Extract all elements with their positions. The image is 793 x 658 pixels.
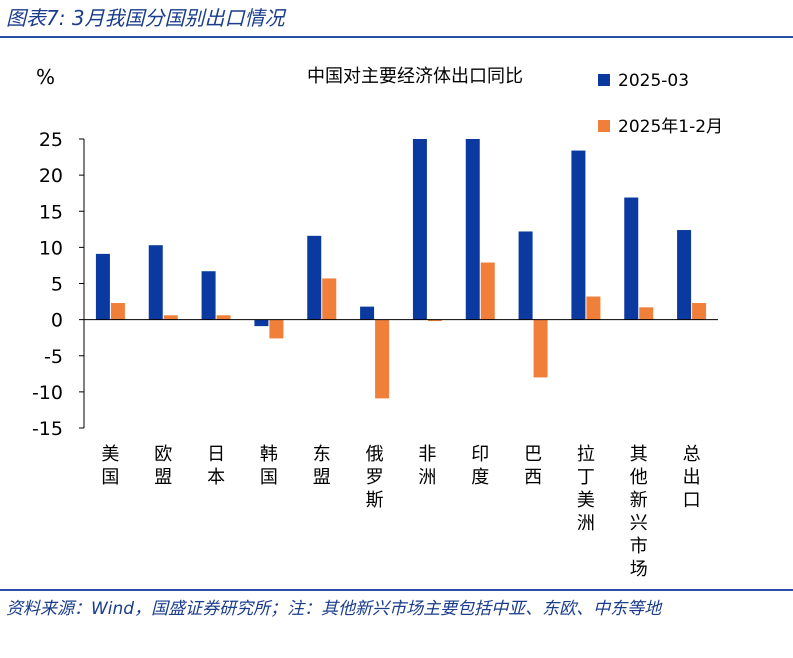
y-tick-label: 0 <box>51 310 63 332</box>
bar-series-2-10 <box>639 307 654 320</box>
legend: 2025-03 2025年1-2月 <box>598 71 723 137</box>
legend-swatch-series-2 <box>598 120 610 132</box>
bar-series-2-6 <box>427 319 442 322</box>
bar-series-1-5 <box>360 306 375 320</box>
bar-series-2-5 <box>375 319 390 399</box>
x-tick-label-8: 巴西 <box>524 444 542 488</box>
bar-series-2-8 <box>533 319 548 378</box>
x-tick-label-10: 其他新兴市场 <box>630 444 648 580</box>
bar-series-2-11 <box>692 303 707 320</box>
source-note: 资料来源：Wind，国盛证券研究所；注：其他新兴市场主要包括中亚、东欧、中东等地 <box>6 599 662 619</box>
bar-series-2-1 <box>163 315 178 320</box>
y-axis-ticks: 25 20 15 10 5 0 -5 -10 -15 <box>32 129 84 440</box>
bar-series-1-11 <box>677 230 692 320</box>
legend-swatch-series-1 <box>598 74 610 86</box>
bar-series-1-10 <box>624 197 639 320</box>
bar-series-2-4 <box>322 278 337 320</box>
y-tick-label: -15 <box>32 418 63 440</box>
y-tick-label: 15 <box>39 201 63 223</box>
x-tick-label-6: 非洲 <box>418 444 436 488</box>
y-tick-label: 25 <box>39 129 63 151</box>
bar-series-1-9 <box>571 150 586 320</box>
y-tick-label: -10 <box>32 382 63 404</box>
top-rule <box>0 36 793 38</box>
y-tick-label: 10 <box>39 237 63 259</box>
bar-series-2-0 <box>110 303 125 320</box>
bar-series-2-2 <box>216 315 231 320</box>
y-tick-label: 20 <box>39 165 63 187</box>
bar-series-1-0 <box>95 253 110 320</box>
figure-title: 图表7: 3月我国分国别出口情况 <box>6 6 285 30</box>
bar-series-1-8 <box>518 231 533 320</box>
bar-series-1-7 <box>465 139 480 320</box>
chart-title: 中国对主要经济体出口同比 <box>307 66 523 87</box>
x-tick-label-9: 拉丁美洲 <box>577 444 595 534</box>
axes <box>83 139 718 428</box>
legend-label-series-1: 2025-03 <box>618 71 689 91</box>
bars <box>95 139 707 399</box>
x-tick-label-5: 俄罗斯 <box>366 444 384 511</box>
bar-series-2-3 <box>269 319 284 339</box>
bar-series-1-3 <box>254 319 269 327</box>
x-tick-label-2: 日本 <box>207 444 225 488</box>
bar-chart: 中国对主要经济体出口同比 % 2025-03 2025年1-2月 25 20 15 1… <box>32 65 723 580</box>
bar-series-2-7 <box>480 262 495 320</box>
x-tick-label-0: 美国 <box>101 444 119 488</box>
x-tick-label-3: 韩国 <box>260 444 278 488</box>
bar-series-1-1 <box>148 245 163 320</box>
bottom-rule <box>0 589 793 591</box>
y-axis-unit: % <box>36 65 55 89</box>
legend-label-series-2: 2025年1-2月 <box>618 117 723 137</box>
x-tick-label-1: 欧盟 <box>154 444 172 488</box>
y-tick-label: 5 <box>51 274 63 296</box>
bar-series-1-6 <box>412 139 427 320</box>
bar-series-2-9 <box>586 296 601 320</box>
y-tick-label: -5 <box>44 346 63 368</box>
x-tick-label-7: 印度 <box>471 444 489 488</box>
x-tick-label-4: 东盟 <box>313 444 331 488</box>
x-tick-label-11: 总出口 <box>683 444 701 511</box>
bar-series-1-2 <box>201 271 216 320</box>
bar-series-1-4 <box>307 235 322 320</box>
